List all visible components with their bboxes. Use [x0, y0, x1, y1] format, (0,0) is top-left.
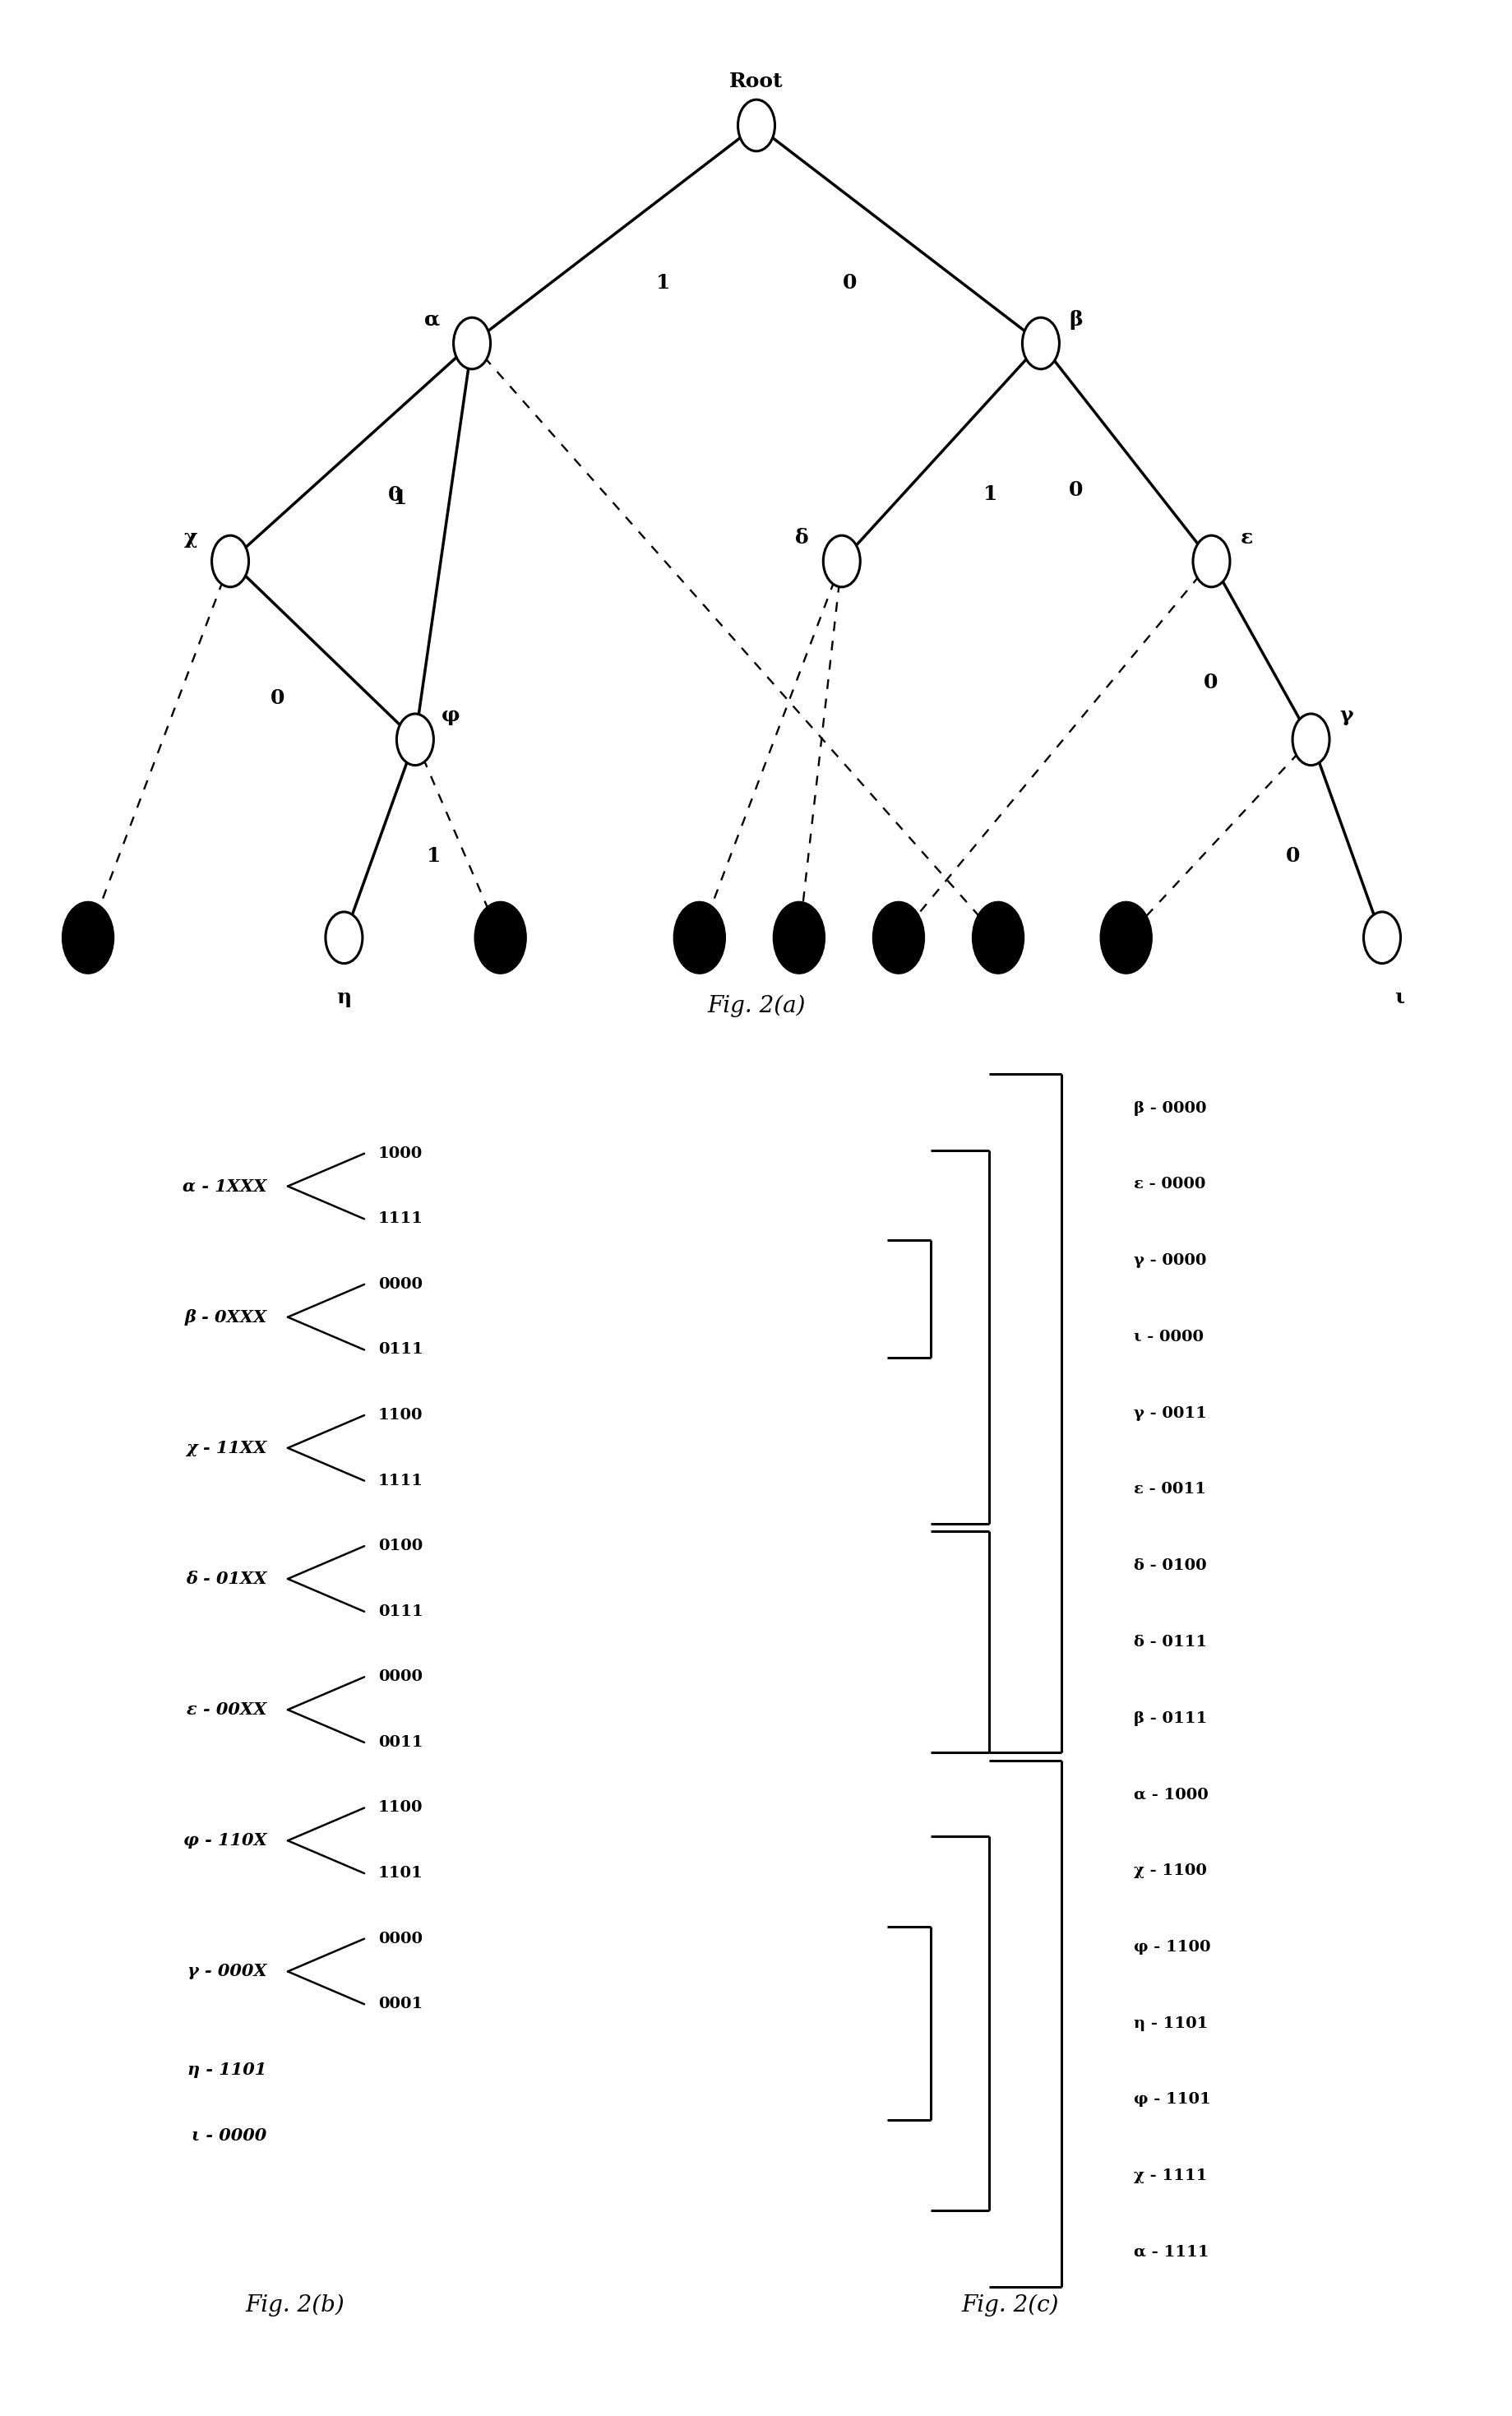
Text: φ - 1101: φ - 1101 — [1134, 2092, 1211, 2107]
Text: 1: 1 — [426, 846, 440, 867]
Text: β: β — [1069, 309, 1083, 329]
Text: η: η — [336, 988, 351, 1007]
Text: α - 1XXX: α - 1XXX — [183, 1179, 266, 1194]
Text: β - 0111: β - 0111 — [1134, 1711, 1207, 1725]
Text: 0000: 0000 — [378, 1278, 422, 1293]
Circle shape — [1022, 316, 1058, 370]
Text: 1111: 1111 — [378, 1474, 423, 1488]
Text: 1100: 1100 — [378, 1800, 423, 1814]
Text: γ - 0011: γ - 0011 — [1134, 1406, 1207, 1421]
Circle shape — [773, 901, 824, 974]
Text: Fig. 2(a): Fig. 2(a) — [708, 995, 804, 1017]
Text: δ - 0100: δ - 0100 — [1134, 1558, 1207, 1573]
Text: 1111: 1111 — [378, 1210, 423, 1227]
Circle shape — [454, 316, 490, 370]
Text: Root: Root — [729, 72, 783, 92]
Text: φ - 110X: φ - 110X — [183, 1831, 266, 1848]
Circle shape — [212, 536, 248, 587]
Text: 0: 0 — [1069, 481, 1083, 500]
Text: φ - 1100: φ - 1100 — [1134, 1940, 1210, 1955]
Text: ε - 00XX: ε - 00XX — [186, 1701, 266, 1718]
Text: ι - 0000: ι - 0000 — [192, 2126, 266, 2143]
Text: ι: ι — [1394, 988, 1403, 1007]
Text: 0: 0 — [269, 689, 284, 708]
Text: ι - 0000: ι - 0000 — [1134, 1329, 1204, 1343]
Text: χ - 1111: χ - 1111 — [1134, 2170, 1207, 2184]
Text: φ: φ — [442, 705, 460, 725]
Circle shape — [1362, 911, 1400, 964]
Circle shape — [1291, 713, 1329, 766]
Text: η - 1101: η - 1101 — [187, 2061, 266, 2078]
Text: 0001: 0001 — [378, 1996, 422, 2013]
Text: 1100: 1100 — [378, 1409, 423, 1423]
Text: γ - 0000: γ - 0000 — [1134, 1254, 1207, 1268]
Text: 0: 0 — [1285, 846, 1299, 867]
Text: η - 1101: η - 1101 — [1134, 2015, 1208, 2032]
Text: δ: δ — [795, 527, 809, 548]
Text: 0011: 0011 — [378, 1735, 423, 1749]
Text: 0000: 0000 — [378, 1930, 422, 1947]
Circle shape — [738, 99, 774, 152]
Text: ε: ε — [1240, 527, 1252, 548]
Text: 0: 0 — [842, 273, 856, 292]
Text: 0000: 0000 — [378, 1669, 422, 1684]
Circle shape — [1099, 901, 1152, 974]
Text: 0: 0 — [1204, 672, 1217, 693]
Text: Fig. 2(b): Fig. 2(b) — [245, 2295, 345, 2317]
Text: δ - 0111: δ - 0111 — [1134, 1636, 1207, 1650]
Text: γ - 000X: γ - 000X — [187, 1964, 266, 1979]
Circle shape — [1193, 536, 1229, 587]
Circle shape — [62, 901, 113, 974]
Circle shape — [872, 901, 924, 974]
Circle shape — [396, 713, 434, 766]
Text: 1000: 1000 — [378, 1145, 422, 1162]
Text: 0111: 0111 — [378, 1343, 423, 1358]
Circle shape — [475, 901, 526, 974]
Text: ε - 0011: ε - 0011 — [1134, 1481, 1205, 1498]
Circle shape — [972, 901, 1024, 974]
Circle shape — [325, 911, 363, 964]
Text: 0100: 0100 — [378, 1539, 422, 1553]
Text: γ: γ — [1340, 705, 1353, 725]
Text: β - 0000: β - 0000 — [1134, 1102, 1207, 1116]
Text: χ - 1100: χ - 1100 — [1134, 1863, 1207, 1877]
Text: α - 1111: α - 1111 — [1134, 2244, 1208, 2259]
Text: α - 1000: α - 1000 — [1134, 1788, 1208, 1802]
Text: 1: 1 — [393, 488, 407, 507]
Text: 1: 1 — [983, 483, 998, 505]
Circle shape — [673, 901, 726, 974]
Text: ε - 0000: ε - 0000 — [1134, 1177, 1205, 1191]
Circle shape — [823, 536, 860, 587]
Text: 1101: 1101 — [378, 1865, 423, 1880]
Text: χ - 11XX: χ - 11XX — [186, 1440, 266, 1457]
Text: δ - 01XX: δ - 01XX — [186, 1570, 266, 1587]
Text: α: α — [423, 309, 440, 329]
Text: 0: 0 — [387, 486, 402, 505]
Text: Fig. 2(c): Fig. 2(c) — [962, 2295, 1058, 2317]
Text: β - 0XXX: β - 0XXX — [184, 1309, 266, 1326]
Text: χ: χ — [183, 527, 197, 548]
Text: 1: 1 — [656, 273, 670, 292]
Text: 0111: 0111 — [378, 1604, 423, 1619]
